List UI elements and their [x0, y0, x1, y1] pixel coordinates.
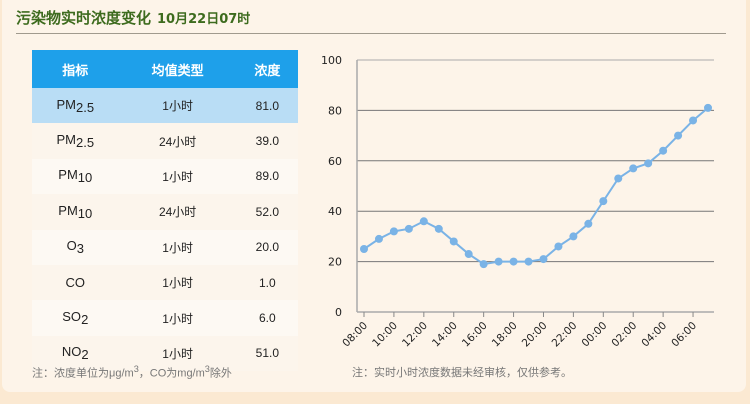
- data-point: [629, 164, 638, 173]
- x-tick-label: 12:00: [400, 320, 430, 350]
- column-header: 指标: [32, 50, 119, 88]
- data-point: [360, 245, 368, 253]
- data-point: [419, 217, 428, 226]
- pollutant-name: PM2.5: [32, 123, 119, 159]
- table-row[interactable]: NO2 1小时 51.0: [32, 335, 298, 372]
- y-tick-label: 0: [335, 306, 342, 319]
- concentration-value: 6.0: [236, 300, 298, 336]
- x-tick-label: 02:00: [609, 320, 639, 350]
- update-time: 10月22日07时: [157, 12, 251, 27]
- data-point: [659, 146, 668, 155]
- x-tick-label: 20:00: [520, 320, 550, 350]
- data-point: [644, 159, 653, 168]
- x-tick-label: 10:00: [370, 320, 400, 350]
- data-point: [689, 116, 698, 125]
- average-type: 1小时: [118, 335, 237, 372]
- pollutant-name: PM10: [32, 194, 119, 230]
- data-point: [599, 197, 608, 206]
- average-type: 1小时: [118, 88, 237, 124]
- table-row[interactable]: CO 1小时 1.0: [32, 264, 298, 301]
- pollutant-name: NO2: [32, 335, 119, 372]
- table-row[interactable]: O3 1小时 20.0: [32, 229, 298, 265]
- concentration-value: 39.0: [236, 123, 298, 159]
- concentration-value: 89.0: [236, 158, 298, 195]
- data-point: [539, 255, 548, 264]
- y-tick-label: 40: [328, 205, 342, 218]
- x-tick-label: 18:00: [490, 320, 520, 350]
- data-point: [464, 250, 473, 259]
- concentration-value: 1.0: [236, 264, 298, 301]
- data-point: [449, 237, 458, 246]
- data-point: [479, 260, 488, 269]
- y-tick-label: 100: [321, 54, 342, 67]
- average-type: 1小时: [118, 264, 237, 301]
- series-line: [363, 107, 709, 266]
- table-row[interactable]: PM2.5 24小时 39.0: [32, 123, 298, 159]
- data-point: [404, 224, 413, 233]
- pollutant-name: CO: [32, 264, 119, 301]
- data-point: [509, 257, 518, 266]
- x-tick-label: 14:00: [430, 320, 460, 350]
- average-type: 24小时: [118, 123, 237, 159]
- data-point: [389, 227, 398, 236]
- data-point: [584, 219, 593, 228]
- pollutant-table: 指标 均值类型 浓度 PM2.5 1小时 81.0 PM2.5 24小时 39.0 PM10 1小…: [32, 50, 298, 372]
- disclaimer-note: 注：实时小时浓度数据未经审核，仅供参考。: [352, 367, 572, 379]
- pollutant-name: SO2: [32, 300, 119, 336]
- concentration-value: 52.0: [236, 194, 298, 230]
- x-tick-label: 08:00: [340, 320, 370, 350]
- data-point: [674, 131, 683, 140]
- x-tick-label: 06:00: [669, 320, 699, 350]
- page-title: 污染物实时浓度变化 10月22日07时: [16, 7, 250, 28]
- table-row[interactable]: PM2.5 1小时 81.0: [32, 88, 298, 124]
- table-row[interactable]: PM10 1小时 89.0: [32, 158, 298, 195]
- column-header: 浓度: [236, 50, 298, 88]
- x-tick-label: 16:00: [460, 320, 490, 350]
- average-type: 24小时: [118, 194, 237, 230]
- divider: [16, 33, 726, 34]
- table-header: 指标 均值类型 浓度: [32, 50, 298, 88]
- average-type: 1小时: [118, 300, 237, 336]
- data-point: [614, 174, 623, 183]
- average-type: 1小时: [118, 158, 237, 195]
- data-point: [569, 232, 578, 241]
- y-tick-label: 20: [328, 256, 342, 269]
- x-tick-label: 00:00: [580, 320, 610, 350]
- data-point: [434, 224, 443, 233]
- table-row[interactable]: PM10 24小时 52.0: [32, 194, 298, 230]
- pollutant-name: O3: [32, 229, 119, 265]
- x-tick-label: 22:00: [550, 320, 580, 350]
- unit-note: 注：浓度单位为μg/m3，CO为mg/m3除外: [32, 364, 232, 380]
- average-type: 1小时: [118, 229, 237, 265]
- column-header: 均值类型: [118, 50, 237, 88]
- title-text: 污染物实时浓度变化: [16, 9, 152, 27]
- data-point: [374, 234, 383, 243]
- concentration-value: 81.0: [236, 88, 298, 124]
- data-point: [704, 103, 712, 112]
- table-row[interactable]: SO2 1小时 6.0: [32, 300, 298, 336]
- data-point: [524, 257, 533, 266]
- y-tick-label: 60: [328, 155, 342, 168]
- pollutant-name: PM10: [32, 158, 119, 195]
- pollutant-name: PM2.5: [32, 88, 119, 124]
- concentration-value: 20.0: [236, 229, 298, 265]
- data-point: [554, 242, 563, 251]
- concentration-value: 51.0: [236, 335, 298, 372]
- y-tick-label: 80: [328, 104, 342, 117]
- data-point: [494, 257, 503, 266]
- x-tick-label: 04:00: [639, 320, 669, 350]
